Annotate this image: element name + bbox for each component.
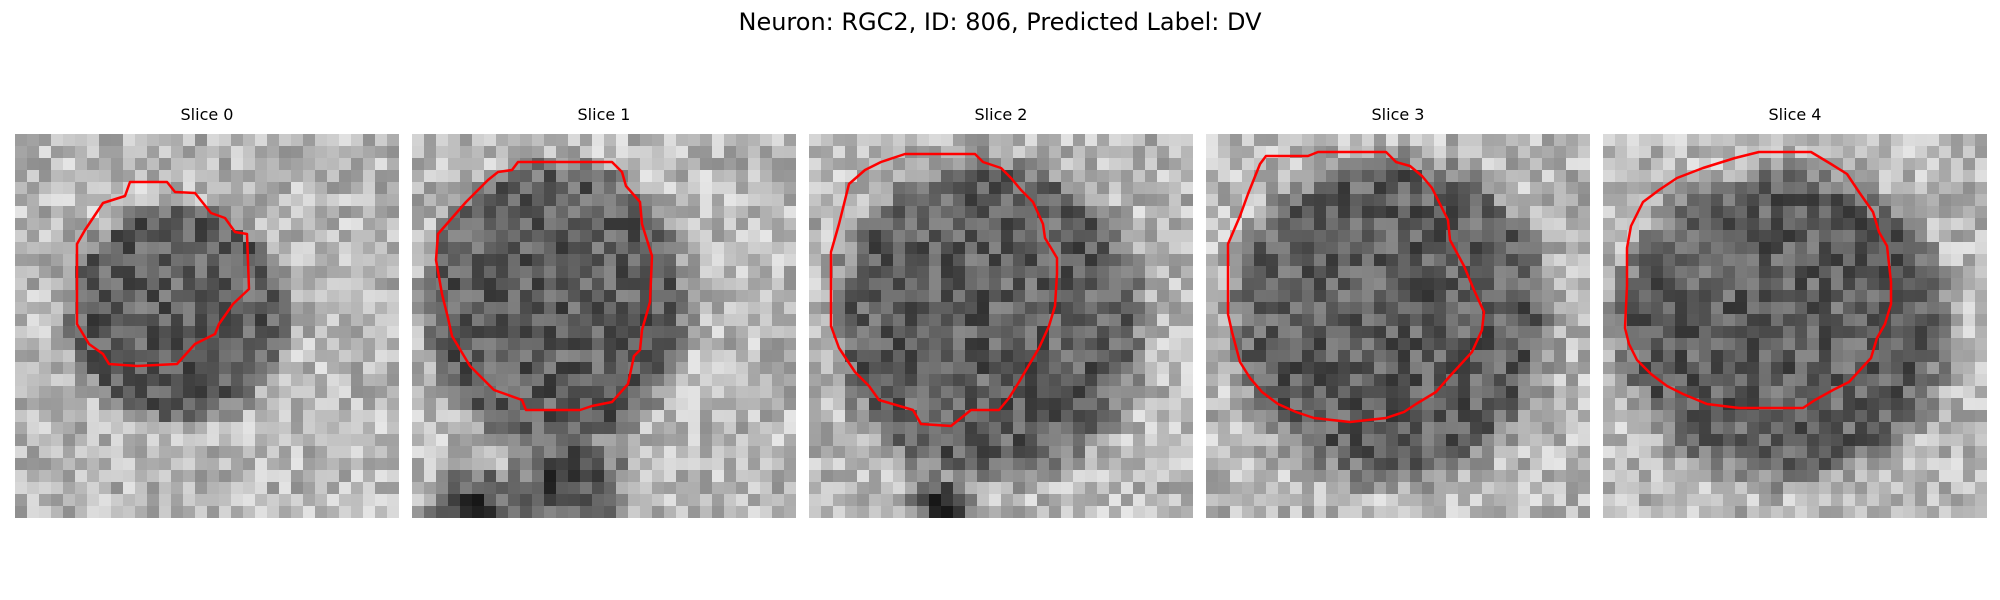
slice-image-2: [809, 134, 1193, 518]
slice-panel-4: Slice 4: [1603, 104, 1987, 518]
slice-image-4: [1603, 134, 1987, 518]
slice-title-1: Slice 1: [577, 105, 631, 124]
slice-title-3: Slice 3: [1371, 105, 1425, 124]
slice-panel-0: Slice 0: [15, 104, 399, 518]
segmentation-contour-2: [829, 152, 1059, 428]
segmentation-contour-1: [434, 160, 654, 412]
slice-image-0: [15, 134, 399, 518]
slice-image-1: [412, 134, 796, 518]
slice-panel-3: Slice 3: [1206, 104, 1590, 518]
segmentation-contour-3: [1226, 150, 1486, 424]
segmentation-contour-4: [1623, 150, 1893, 410]
slice-title-0: Slice 0: [180, 105, 234, 124]
slice-image-3: [1206, 134, 1590, 518]
slice-title-2: Slice 2: [974, 105, 1028, 124]
slice-panel-1: Slice 1: [412, 104, 796, 518]
segmentation-contour-0: [75, 180, 251, 368]
figure-title: Neuron: RGC2, ID: 806, Predicted Label: …: [738, 8, 1262, 36]
slice-title-4: Slice 4: [1768, 105, 1822, 124]
slice-panel-2: Slice 2: [809, 104, 1193, 518]
